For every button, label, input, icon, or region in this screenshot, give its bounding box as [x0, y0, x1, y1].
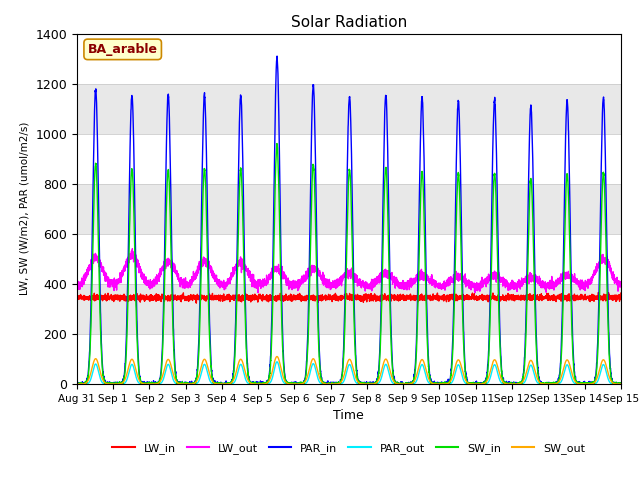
X-axis label: Time: Time: [333, 409, 364, 422]
PAR_in: [441, 380, 449, 386]
PAR_out: [502, 381, 509, 387]
LW_in: [502, 297, 509, 303]
LW_out: [616, 282, 624, 288]
PAR_out: [441, 381, 449, 387]
LW_out: [129, 246, 136, 252]
Line: SW_in: SW_in: [77, 144, 621, 384]
SW_in: [273, 141, 281, 146]
SW_out: [617, 381, 625, 387]
PAR_in: [73, 381, 81, 387]
SW_out: [502, 381, 509, 386]
Bar: [77, 234, 621, 284]
LW_out: [471, 284, 479, 290]
PAR_in: [329, 381, 337, 387]
SW_in: [471, 381, 479, 387]
PAR_in: [73, 380, 81, 386]
SW_out: [73, 381, 81, 387]
Bar: [77, 334, 621, 384]
Legend: LW_in, LW_out, PAR_in, PAR_out, SW_in, SW_out: LW_in, LW_out, PAR_in, PAR_out, SW_in, S…: [108, 439, 589, 458]
LW_in: [616, 295, 624, 300]
Text: BA_arable: BA_arable: [88, 43, 157, 56]
SW_in: [73, 381, 81, 387]
LW_in: [471, 296, 479, 301]
LW_out: [329, 282, 337, 288]
SW_in: [441, 379, 449, 385]
Bar: [77, 34, 621, 84]
LW_out: [171, 262, 179, 267]
SW_out: [441, 381, 449, 387]
Bar: [77, 134, 621, 184]
Line: SW_out: SW_out: [77, 357, 621, 384]
LW_out: [502, 276, 509, 282]
Line: PAR_in: PAR_in: [77, 56, 621, 384]
PAR_in: [273, 53, 281, 59]
PAR_out: [616, 381, 624, 387]
PAR_out: [617, 381, 625, 387]
PAR_in: [171, 358, 179, 363]
SW_out: [329, 381, 337, 387]
LW_in: [193, 300, 200, 306]
LW_in: [595, 289, 602, 295]
SW_out: [471, 381, 479, 387]
SW_out: [171, 375, 179, 381]
Line: PAR_out: PAR_out: [77, 362, 621, 384]
PAR_in: [617, 381, 625, 386]
SW_in: [502, 379, 509, 385]
PAR_out: [171, 379, 179, 385]
SW_out: [616, 381, 624, 387]
PAR_out: [471, 381, 479, 387]
LW_out: [73, 285, 81, 290]
Title: Solar Radiation: Solar Radiation: [291, 15, 407, 30]
LW_out: [441, 280, 449, 286]
PAR_out: [73, 381, 81, 387]
LW_in: [329, 293, 337, 299]
Line: LW_out: LW_out: [77, 249, 621, 293]
PAR_out: [329, 381, 337, 387]
SW_in: [329, 380, 337, 386]
Bar: [77, 284, 621, 334]
LW_out: [471, 290, 479, 296]
PAR_in: [471, 381, 479, 387]
Line: LW_in: LW_in: [77, 292, 621, 303]
LW_in: [441, 296, 449, 301]
SW_in: [171, 362, 179, 368]
Bar: [77, 184, 621, 234]
SW_in: [616, 381, 624, 387]
LW_in: [617, 290, 625, 296]
LW_out: [617, 284, 625, 290]
Y-axis label: LW, SW (W/m2), PAR (umol/m2/s): LW, SW (W/m2), PAR (umol/m2/s): [20, 122, 29, 296]
PAR_in: [616, 381, 624, 387]
PAR_in: [502, 381, 509, 387]
SW_in: [617, 381, 625, 387]
LW_in: [171, 297, 179, 302]
PAR_out: [273, 359, 281, 365]
SW_out: [273, 354, 281, 360]
LW_in: [73, 294, 81, 300]
Bar: [77, 84, 621, 134]
